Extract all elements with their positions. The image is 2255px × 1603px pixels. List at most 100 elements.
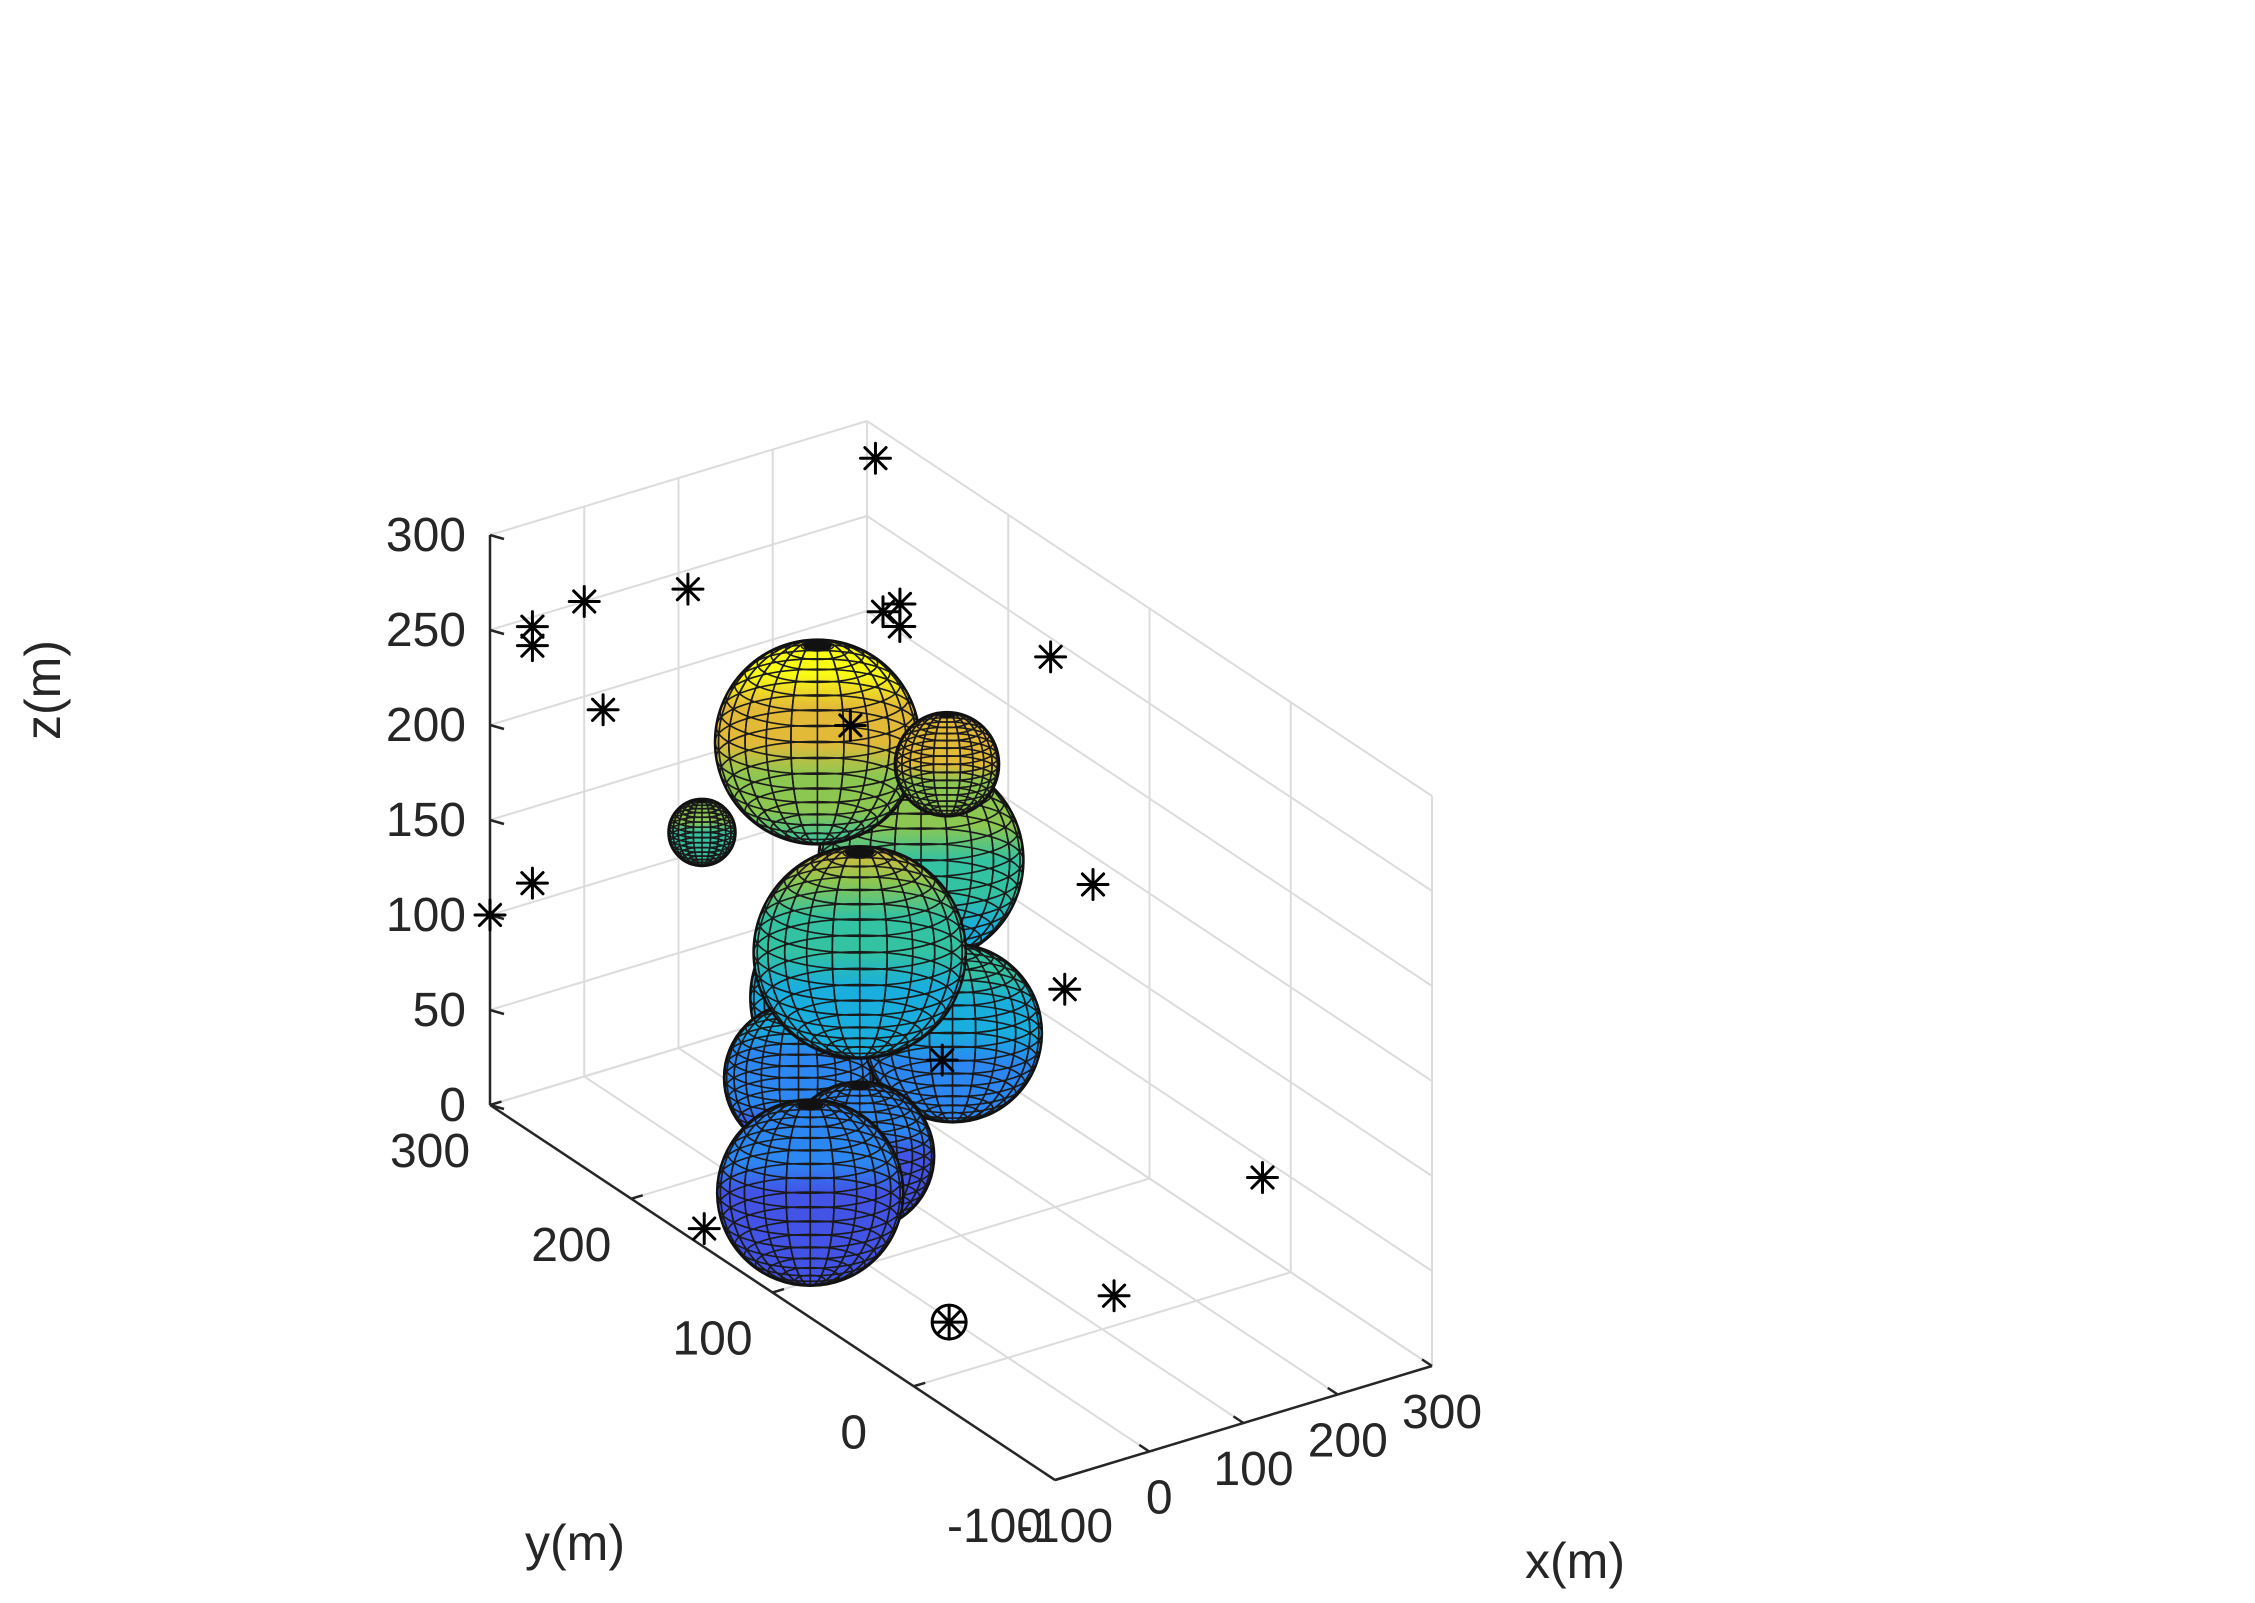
- latitude-line: [753, 918, 966, 987]
- grid-line: [489, 610, 868, 726]
- latitude-line: [715, 708, 920, 776]
- longitude-line: [900, 712, 993, 817]
- longitude-line: [831, 846, 888, 1059]
- x-tick-label: -100: [1017, 1500, 1113, 1553]
- z-tick-mark: [489, 1008, 505, 1016]
- marker-stroke: [520, 633, 545, 658]
- waypoint-marker: [1048, 972, 1082, 1006]
- longitude-line: [785, 1099, 836, 1286]
- marker-stroke: [520, 614, 545, 639]
- z-tick-mark: [489, 628, 505, 636]
- waypoint-marker: [515, 629, 549, 663]
- y-tick-mark: [1054, 1475, 1067, 1482]
- grid-line: [866, 515, 1433, 892]
- z-axis-label: z(m): [15, 640, 71, 740]
- sphere-outline: [667, 797, 737, 868]
- z-tick-label: 200: [386, 699, 466, 752]
- y-tick-label: 300: [390, 1125, 470, 1178]
- waypoint-marker: [515, 610, 549, 644]
- z-tick-mark: [489, 1103, 505, 1111]
- marker-stroke: [1250, 1165, 1275, 1190]
- longitude-line: [783, 846, 936, 1059]
- y-tick-label: 200: [531, 1219, 611, 1272]
- latitude-line: [717, 1162, 904, 1223]
- sphere-pole: [844, 847, 875, 858]
- longitude-line: [733, 1003, 864, 1153]
- longitude-line: [762, 1099, 858, 1286]
- y-tick-mark: [630, 1194, 644, 1200]
- marker-stroke: [692, 1216, 717, 1241]
- longitude-line: [756, 846, 964, 1059]
- x-tick-mark: [1327, 1386, 1339, 1396]
- sphere-pole: [939, 712, 955, 718]
- longitude-line: [778, 1003, 819, 1153]
- z-tick-label: 250: [386, 604, 466, 657]
- marker-stroke: [863, 446, 888, 471]
- longitude-line: [744, 639, 891, 845]
- longitude-line: [765, 639, 870, 845]
- x-tick-label: 100: [1213, 1443, 1293, 1496]
- y-tick-label: 100: [672, 1313, 752, 1366]
- sphere-pole: [803, 640, 832, 651]
- longitude-line: [677, 798, 727, 866]
- waypoint-marker: [1034, 640, 1068, 674]
- longitude-line: [909, 712, 985, 817]
- longitude-line: [743, 1099, 877, 1286]
- sphere-obstacles: [667, 638, 1044, 1288]
- marker-stroke: [1080, 872, 1106, 897]
- grid-line: [489, 515, 868, 631]
- y-axis-label: y(m): [525, 1515, 625, 1571]
- x-tick-mark: [1044, 1472, 1056, 1482]
- marker-stroke: [1052, 977, 1077, 1002]
- waypoint-marker: [1097, 1279, 1131, 1313]
- grid-line: [913, 1271, 1292, 1388]
- marker-stroke: [870, 599, 896, 624]
- sphere-obstacle: [893, 710, 1001, 818]
- grid-line: [489, 420, 868, 536]
- marker-stroke: [1038, 644, 1063, 669]
- sphere-outline: [752, 844, 968, 1060]
- z-tick-label: 150: [386, 794, 466, 847]
- waypoint-marker: [1246, 1161, 1279, 1194]
- sphere-outline: [893, 710, 1001, 818]
- marker-stroke: [1101, 1283, 1127, 1308]
- x-axis-label: x(m): [1525, 1533, 1625, 1589]
- z-tick-mark: [489, 818, 505, 826]
- tick-labels: -1000100200300-1000100200300050100150200…: [386, 509, 1482, 1553]
- marker-stroke: [838, 713, 863, 738]
- longitude-line: [728, 1099, 892, 1286]
- sphere-obstacle: [752, 844, 968, 1060]
- latitude-line: [796, 1013, 923, 1055]
- start-point-marker: [930, 1303, 968, 1341]
- longitude-line: [745, 1003, 852, 1153]
- axis-labels: x(m) y(m) z(m): [15, 640, 1625, 1589]
- y-tick-label: -100: [947, 1500, 1043, 1553]
- marker-stroke: [590, 697, 616, 722]
- longitude-line: [932, 712, 962, 817]
- marker-stroke: [520, 871, 545, 896]
- sphere-pole: [849, 1082, 871, 1090]
- waypoint-marker: [671, 572, 705, 606]
- longitude-line: [920, 712, 974, 817]
- grid-line: [866, 610, 1433, 987]
- sphere-obstacle: [667, 797, 737, 868]
- longitude-line: [684, 798, 720, 866]
- z-tick-label: 300: [386, 509, 466, 562]
- sphere-obstacle: [713, 638, 922, 846]
- marker-stroke: [930, 1048, 955, 1073]
- longitude-line: [790, 639, 845, 845]
- z-tick-label: 100: [386, 889, 466, 942]
- waypoint-marker: [1076, 868, 1110, 901]
- waypoint-markers: [473, 441, 1279, 1341]
- marker-stroke: [937, 1309, 962, 1335]
- axes-box: [488, 533, 1433, 1482]
- longitude-line: [805, 846, 914, 1059]
- y-tick-mark: [772, 1287, 785, 1294]
- waypoint-marker: [586, 693, 620, 727]
- marker-stroke: [477, 902, 503, 928]
- x-tick-mark: [1138, 1443, 1150, 1453]
- x-tick-mark: [1232, 1415, 1245, 1425]
- waypoint-marker: [925, 1043, 959, 1077]
- marker-stroke: [887, 591, 913, 617]
- x-tick-label: 200: [1308, 1415, 1388, 1468]
